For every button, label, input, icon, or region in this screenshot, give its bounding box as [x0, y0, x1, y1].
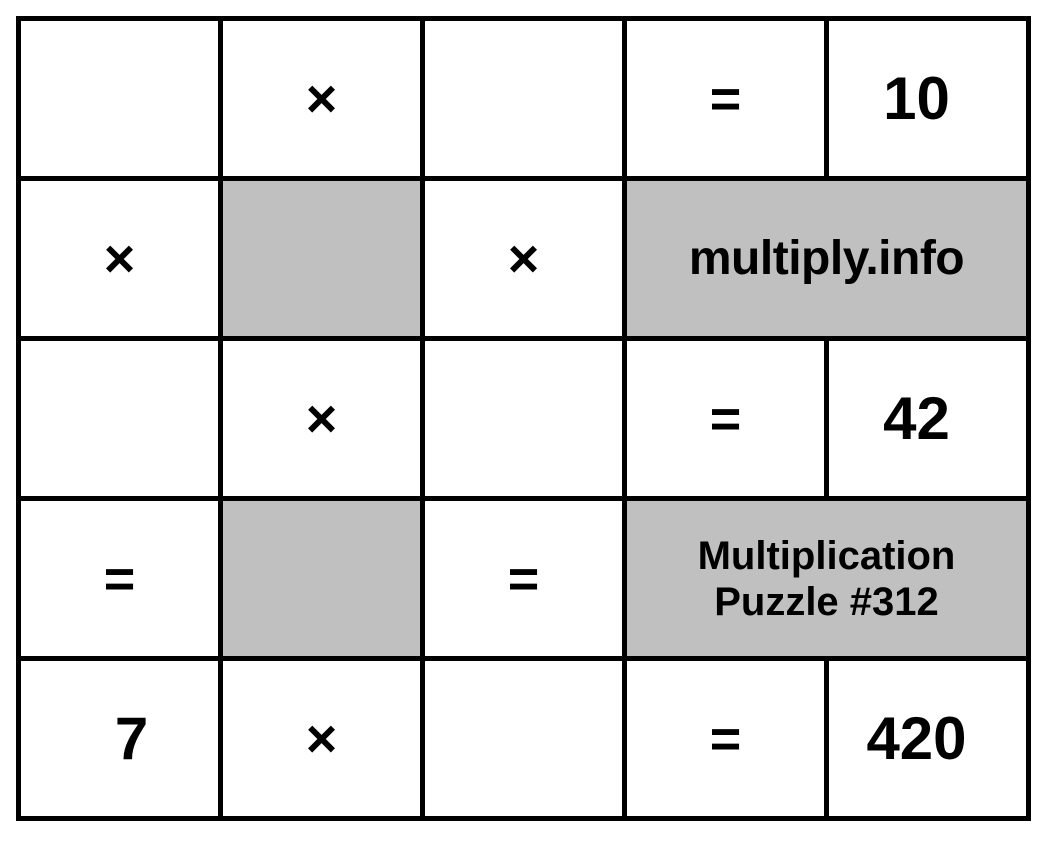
puzzle-number-label: Multiplication Puzzle #312 — [625, 499, 1029, 659]
input-cell-r1c3[interactable] — [423, 19, 625, 179]
input-cell-r3c3[interactable] — [423, 339, 625, 499]
site-label: multiply.info — [625, 179, 1029, 339]
equals-symbol: = — [423, 499, 625, 659]
times-symbol: × — [221, 19, 423, 179]
input-cell-r1c1[interactable] — [19, 19, 221, 179]
result-cell-r3: 42 — [827, 339, 1029, 499]
times-symbol: × — [221, 659, 423, 819]
result-cell-r5: 420 — [827, 659, 1029, 819]
given-cell-r5c1: 7 — [19, 659, 221, 819]
times-symbol: × — [423, 179, 625, 339]
equals-symbol: = — [19, 499, 221, 659]
multiplication-puzzle-grid: × = 10 × × multiply.info × = 42 = = Mult… — [16, 16, 1031, 821]
puzzle-row-5: 7 × = 420 — [19, 659, 1029, 819]
puzzle-title-line1: Multiplication — [698, 534, 956, 578]
result-cell-r1: 10 — [827, 19, 1029, 179]
puzzle-row-3: × = 42 — [19, 339, 1029, 499]
times-symbol: × — [19, 179, 221, 339]
shaded-cell — [221, 179, 423, 339]
puzzle-title-line2: Puzzle #312 — [714, 580, 939, 624]
equals-symbol: = — [625, 19, 827, 179]
input-cell-r5c3[interactable] — [423, 659, 625, 819]
equals-symbol: = — [625, 339, 827, 499]
equals-symbol: = — [625, 659, 827, 819]
puzzle-row-1: × = 10 — [19, 19, 1029, 179]
puzzle-row-4: = = Multiplication Puzzle #312 — [19, 499, 1029, 659]
input-cell-r3c1[interactable] — [19, 339, 221, 499]
puzzle-row-2: × × multiply.info — [19, 179, 1029, 339]
shaded-cell — [221, 499, 423, 659]
times-symbol: × — [221, 339, 423, 499]
